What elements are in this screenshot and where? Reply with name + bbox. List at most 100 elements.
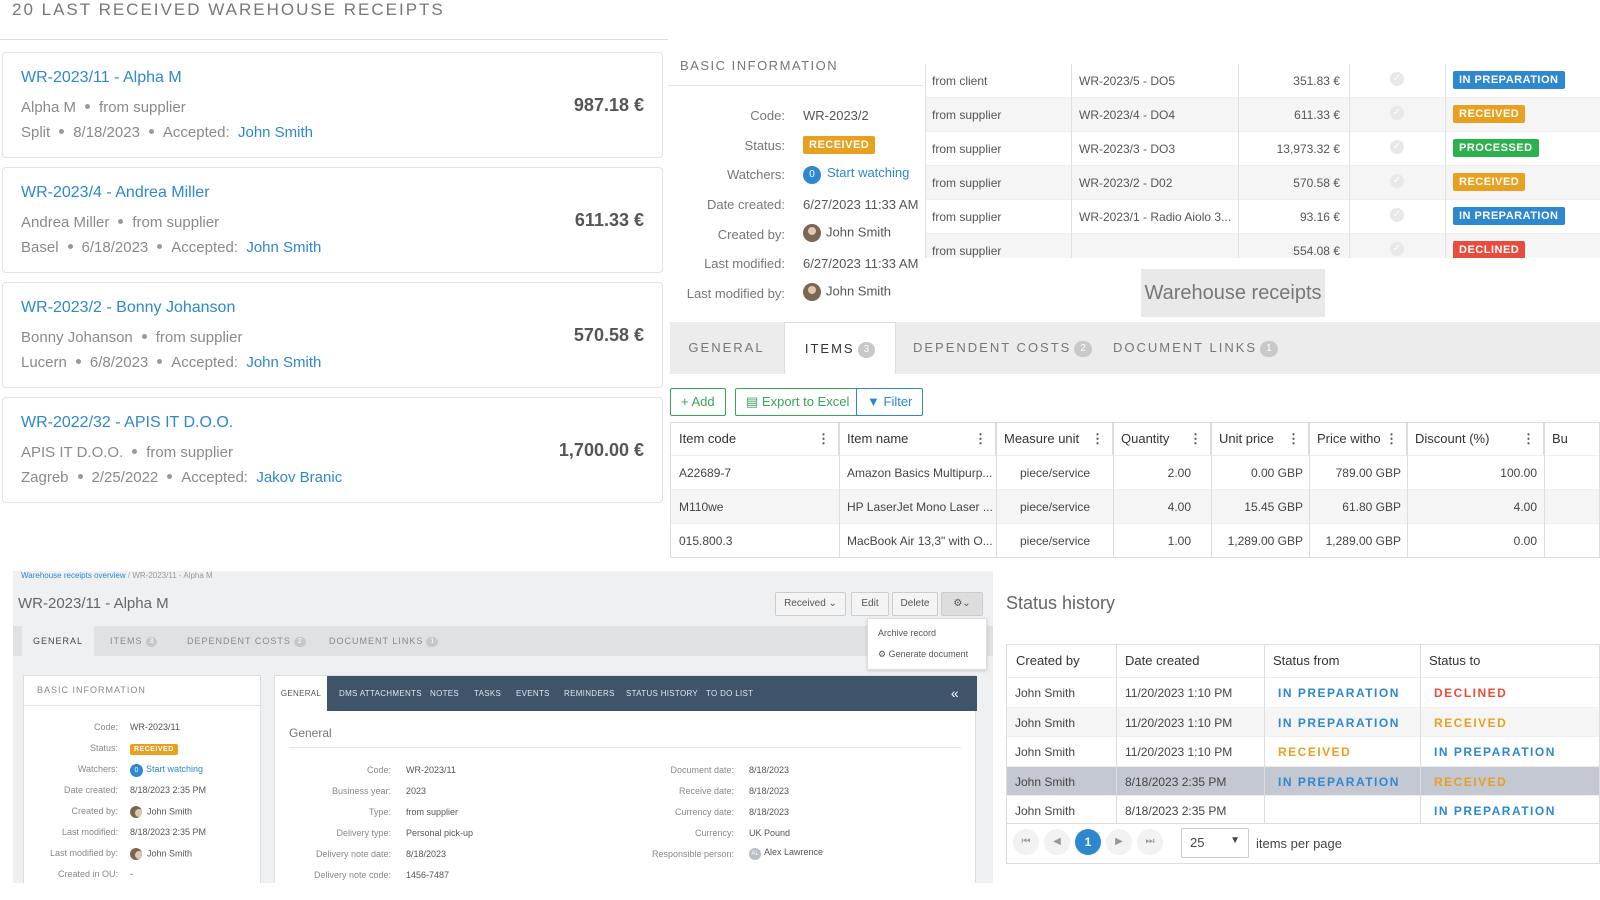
table-row[interactable]: John Smith 11/20/2023 1:10 PM IN PREPARATI… [1007,677,1599,707]
breadcrumb-link[interactable]: Warehouse receipts overview [21,571,126,580]
page-size-select[interactable]: 25 ▼ [1181,828,1249,858]
column-divider [1349,64,1350,258]
status-select[interactable]: Received ⌄ [775,592,846,616]
tab-general[interactable]: GENERAL [275,676,327,711]
start-watching-link[interactable]: Start watching [827,165,910,180]
dot-separator [148,129,154,134]
chevron-down-icon: ⌄ [962,598,971,609]
receipt-card[interactable]: WR-2023/2 - Bonny Johanson Bonny Johanso… [2,282,663,388]
tab-document-links[interactable]: DOCUMENT LINKS 1 [329,626,439,656]
column-menu-icon: ⋮ [1189,431,1202,446]
accepted-label: Accepted: [162,124,230,141]
item-name: MacBook Air 13,3" with O... [847,534,992,548]
tab-items[interactable]: ITEMS 3 [110,626,158,656]
tab-status-history[interactable]: STATUS HISTORY [626,689,699,698]
column-header[interactable]: Bu [1552,431,1568,446]
item-code: 015.800.3 [679,534,733,548]
receipt-card-meta: APIS IT D.O.O. from supplier [21,444,233,461]
field-value: 6/27/2023 11:33 AM [803,197,919,212]
tab-label: ITEMS [804,341,855,356]
document-cell: WR-2023/3 - DO3 [1079,142,1176,156]
avatar [130,806,142,818]
table-row[interactable]: from supplier WR-2023/1 - Radio Aiolo 3..… [925,200,1600,234]
receipt-card[interactable]: WR-2022/32 - APIS IT D.O.O. APIS IT D.O.… [2,397,663,503]
amount-cell: 93.16 € [1299,210,1340,224]
tab-dependent-costs[interactable]: DEPENDENT COSTS 2 [187,626,306,656]
receipt-amount: 570.58 € [573,325,644,345]
table-row[interactable]: from supplier WR-2023/4 - DO4 611.33 € ✓ REC… [925,98,1600,132]
tab-dms-attachments[interactable]: DMS ATTACHMENTS [339,689,422,698]
next-page-icon[interactable]: ▶ [1106,829,1132,855]
prev-page-icon[interactable]: ◀ [1044,829,1070,855]
archive-record-item[interactable]: Archive record [878,628,937,638]
table-row[interactable]: 015.800.3 MacBook Air 13,3" with O... pi… [671,523,1599,557]
table-row[interactable]: John Smith 8/18/2023 2:35 PM IN PREPARATIO… [1007,765,1599,795]
receipt-card-title[interactable]: WR-2023/4 - Andrea Miller [21,184,210,201]
basic-info-status: Status: RECEIVED [668,136,923,156]
table-row[interactable]: M110we HP LaserJet Mono Laser ... piece/… [671,489,1599,523]
quantity: 1.00 [1167,534,1191,548]
column-header[interactable]: Measure unit ⋮ [996,423,1113,455]
tab-items[interactable]: ITEMS 3 [784,322,896,374]
column-header[interactable]: Item name ⋮ [839,423,996,455]
delete-button[interactable]: Delete [892,592,938,616]
column-header[interactable]: Item code ⋮ [671,423,839,455]
table-row[interactable]: John Smith 11/20/2023 1:10 PM RECEIVED IN P… [1007,736,1599,766]
general-panel: GENERAL DMS ATTACHMENTS NOTES TASKS EVEN… [274,675,977,883]
receipt-card-title[interactable]: WR-2023/11 - Alpha M [21,69,182,86]
table-row[interactable]: from supplier WR-2023/3 - DO3 13,973.32 € ✓… [925,132,1600,166]
first-page-icon[interactable]: ⏮ [1013,829,1039,855]
tab-document-links[interactable]: DOCUMENT LINKS 1 [1113,322,1278,374]
start-watching-link[interactable]: Start watching [146,764,204,774]
tab-to-do-list[interactable]: TO DO LIST [706,689,754,698]
price-without: 61.80 GBP [1342,500,1401,514]
edit-button[interactable]: Edit [851,592,889,616]
table-row[interactable]: from supplier 554.08 € ✓ DECLINED [925,234,1600,258]
table-row[interactable]: John Smith 8/18/2023 2:35 PM IN PREPARATIO… [1007,795,1599,823]
column-header[interactable]: Discount (%) ⋮ [1407,423,1544,455]
column-header[interactable]: Unit price ⋮ [1211,423,1309,455]
tab-notes[interactable]: NOTES [430,689,460,698]
basic-info-date-created: Date created: 6/27/2023 11:33 AM [668,197,923,217]
receipt-card[interactable]: WR-2023/11 - Alpha M Alpha M from supplie… [2,52,663,158]
accepted-by-link[interactable]: John Smith [246,239,322,256]
breadcrumb: Warehouse receipts overview / WR-2023/11… [21,571,213,580]
accepted-by-link[interactable]: Jakov Branic [256,469,343,486]
last-page-icon[interactable]: ⏭ [1137,829,1163,855]
column-header[interactable]: Quantity ⋮ [1113,423,1211,455]
tab-events[interactable]: EVENTS [516,689,550,698]
receipt-type: from supplier [132,214,220,231]
tab-reminders[interactable]: REMINDERS [564,689,615,698]
breadcrumb-separator: / [127,571,131,580]
discount: 0.00 [1513,534,1537,548]
page-button[interactable]: 1 [1075,829,1101,855]
chevron-down-icon: ▼ [1230,835,1240,846]
collapse-icon[interactable]: « [950,685,959,701]
receipt-card-title[interactable]: WR-2022/32 - APIS IT D.O.O. [21,414,234,431]
column-header[interactable]: Date created [1125,653,1200,668]
tab-general[interactable]: GENERAL [22,626,94,656]
column-header[interactable]: Status to [1429,653,1481,668]
type-cell: from supplier [932,176,1002,190]
table-row[interactable]: from client WR-2023/5 - DO5 351.83 € ✓ IN PR… [925,64,1600,98]
tab-dependent-costs[interactable]: DEPENDENT COSTS 2 [913,322,1092,374]
table-row[interactable]: from supplier WR-2023/2 - D02 570.58 € ✓ REC… [925,166,1600,200]
add-button[interactable]: + Add [670,388,726,416]
tab-tasks[interactable]: TASKS [474,689,502,698]
settings-dropdown-button[interactable]: ⚙⌄ [941,592,983,616]
city: Split [21,124,51,141]
filter-button[interactable]: ▼ Filter [856,388,924,416]
tab-general[interactable]: GENERAL [670,322,783,374]
column-header[interactable]: Status from [1273,653,1340,668]
accepted-by-link[interactable]: John Smith [237,124,314,141]
receipt-card-title[interactable]: WR-2023/2 - Bonny Johanson [21,299,236,316]
column-header[interactable]: Created by [1016,653,1080,668]
column-header[interactable]: Price witho ⋮ [1309,423,1407,455]
generate-document-item[interactable]: ⚙ Generate document [878,649,969,659]
table-row[interactable]: A22689-7 Amazon Basics Multipurp... piec… [671,455,1599,489]
export-excel-button[interactable]: ▤ Export to Excel [735,388,861,416]
receipt-card[interactable]: WR-2023/4 - Andrea Miller Andrea Miller f… [2,167,663,273]
accepted-by-link[interactable]: John Smith [246,354,322,371]
measure-unit: piece/service [1020,534,1091,548]
table-row[interactable]: John Smith 11/20/2023 1:10 PM IN PREPARATI… [1007,706,1599,736]
